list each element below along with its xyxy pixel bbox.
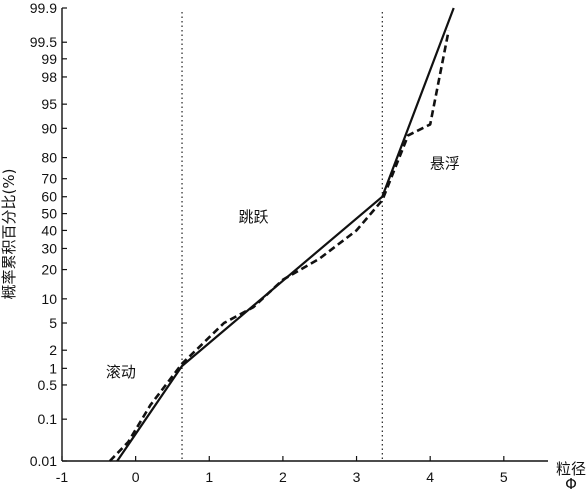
- y-tick-label: 0.1: [38, 411, 58, 427]
- x-axis-unit: Φ: [565, 475, 577, 492]
- region-label: 悬浮: [430, 155, 460, 173]
- y-tick-label: 99.5: [30, 34, 57, 50]
- y-tick-label: 20: [41, 262, 57, 278]
- y-tick-label: 80: [41, 150, 57, 166]
- y-tick-label: 95: [41, 96, 57, 112]
- boundary-lines: [181, 12, 383, 461]
- y-tick-label: 99.9: [30, 0, 57, 16]
- region-label: 滚动: [106, 363, 136, 381]
- axes-frame: [61, 8, 548, 462]
- x-tick-label: 5: [500, 469, 508, 485]
- x-tick-label: -1: [56, 469, 69, 485]
- region-labels: 滚动 跳跃 悬浮: [106, 155, 460, 381]
- y-axis-ticks: 0.010.10.512510203040506070809095989999.…: [30, 0, 67, 469]
- y-tick-label: 50: [41, 206, 57, 222]
- x-tick-label: 2: [279, 469, 287, 485]
- series-layer: [108, 7, 455, 462]
- y-tick-label: 30: [41, 240, 57, 256]
- x-axis-title: 粒径: [556, 460, 586, 478]
- dashed-series-line: [108, 30, 450, 462]
- y-tick-label: 5: [49, 315, 57, 331]
- y-tick-label: 60: [41, 189, 57, 205]
- y-tick-label: 40: [41, 222, 57, 238]
- x-tick-label: 4: [426, 469, 434, 485]
- x-tick-label: 0: [132, 469, 140, 485]
- y-tick-label: 98: [41, 69, 57, 85]
- y-tick-label: 10: [41, 291, 57, 307]
- y-tick-label: 2: [49, 342, 57, 358]
- y-tick-label: 99: [41, 51, 57, 67]
- y-tick-label: 0.5: [38, 377, 58, 393]
- x-tick-label: 1: [205, 469, 213, 485]
- region-label: 跳跃: [238, 208, 268, 226]
- y-axis-title: 概率累积百分比(%): [0, 169, 18, 300]
- y-tick-label: 90: [41, 120, 57, 136]
- solid-series-line: [116, 7, 455, 462]
- y-tick-label: 0.01: [30, 453, 57, 469]
- y-tick-label: 70: [41, 171, 57, 187]
- y-tick-label: 1: [49, 360, 57, 376]
- x-tick-label: 3: [353, 469, 361, 485]
- x-axis-ticks: -1 0 1 2 3 4 5: [56, 456, 508, 485]
